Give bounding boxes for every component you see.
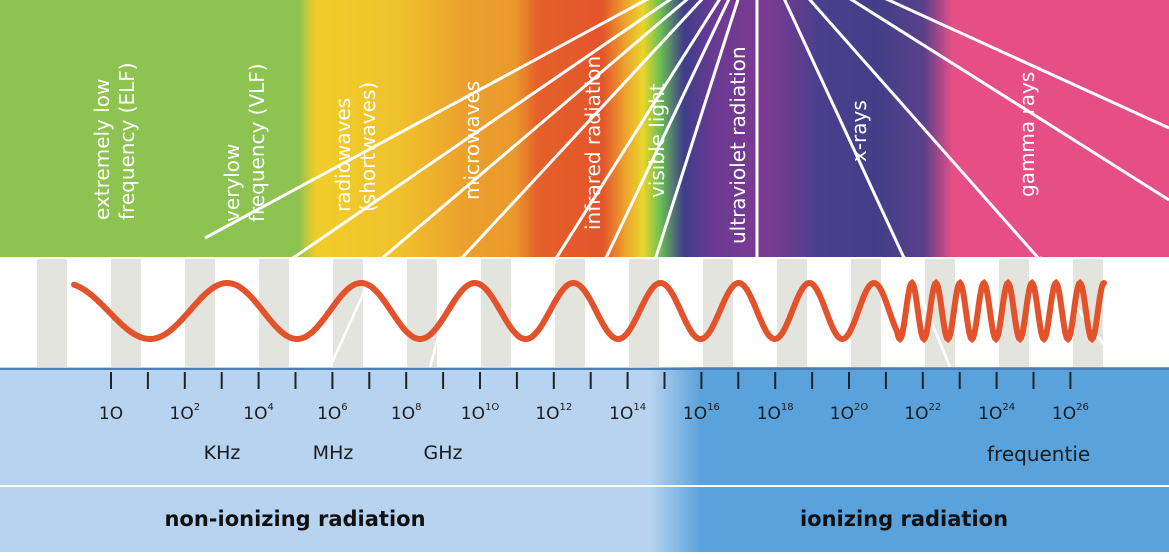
- ray-line-10: [808, 0, 1042, 261]
- band-label-infrared: infrared radiation: [581, 55, 605, 230]
- unit-label-ghz: GHz: [423, 442, 463, 464]
- band-label-ultraviolet: ultraviolet radiation: [726, 46, 750, 244]
- tick-exponent: 8: [415, 402, 422, 413]
- tick-exponent: 4: [267, 402, 274, 413]
- ray-line-6: [603, 0, 731, 261]
- tick-label-1: 1O: [99, 404, 123, 424]
- unit-label-mhz: MHz: [312, 442, 354, 464]
- tick-label-11: 1O2O: [829, 402, 869, 424]
- non-ionizing-label: non-ionizing radiation: [164, 507, 426, 531]
- ray-line-4: [458, 0, 704, 262]
- tick-label-2: 1O2: [169, 402, 201, 424]
- tick-base: 1O: [460, 404, 485, 424]
- ray-fan: [204, 0, 1169, 262]
- tick-base: 1O: [535, 404, 560, 424]
- tick-label-5: 1O8: [390, 402, 422, 424]
- tick-base: 1O: [243, 404, 268, 424]
- axis-ticks: [110, 372, 1072, 389]
- tick-label-10: 1O18: [756, 402, 794, 424]
- tick-exponent: 2: [193, 402, 201, 413]
- tick-base: 1O: [317, 404, 342, 424]
- tick-label-8: 1O14: [609, 402, 647, 424]
- ray-line-12: [884, 0, 1169, 130]
- ray-line-7: [653, 0, 740, 261]
- tick-base: 1O: [98, 404, 124, 424]
- tick-base: 1O: [978, 404, 1003, 424]
- tick-label-7: 1O12: [535, 402, 573, 424]
- tick-exponent: 1O: [484, 402, 500, 413]
- wave-stripe-1: [37, 259, 67, 367]
- band-label-microwaves: microwaves: [460, 80, 484, 200]
- band-label-radiowaves: radiowaves (shortwaves): [331, 81, 380, 212]
- wave-stripe-7: [481, 259, 511, 367]
- footer-band: [0, 487, 1169, 552]
- band-label-x-rays: x-rays: [847, 100, 871, 162]
- tick-base: 1O: [829, 404, 854, 424]
- tick-base: 1O: [756, 404, 781, 424]
- wave-stripe-6: [407, 259, 437, 367]
- band-label-vlf: verylow frequency (VLF): [220, 63, 269, 222]
- panel-ray-1: [328, 256, 382, 368]
- band-label-visible-light: visible light: [645, 83, 669, 198]
- tick-exponent: 18: [780, 402, 794, 413]
- tick-label-3: 1O4: [243, 402, 274, 424]
- unit-label-khz: KHz: [203, 442, 241, 464]
- tick-base: 1O: [169, 404, 194, 424]
- wave-stripe-8: [555, 259, 585, 367]
- tick-label-6: 1O1O: [460, 402, 500, 424]
- tick-label-12: 1O22: [904, 402, 942, 424]
- ray-line-11: [849, 0, 1169, 202]
- tick-label-14: 1O26: [1051, 402, 1089, 424]
- tick-base: 1O: [390, 404, 416, 424]
- ray-line-3: [379, 0, 689, 262]
- tick-base: 1O: [609, 404, 634, 424]
- axis-band: [0, 367, 1169, 485]
- tick-exponent: 16: [707, 402, 720, 413]
- tick-exponent: 6: [341, 402, 348, 413]
- tick-exponent: 12: [559, 402, 573, 413]
- tick-exponent: 22: [928, 402, 942, 413]
- ray-line-5: [553, 0, 721, 261]
- panel-ray-6: [1038, 256, 1122, 368]
- tick-label-4: 1O6: [317, 402, 348, 424]
- band-label-gamma-rays: gamma rays: [1015, 71, 1039, 197]
- tick-base: 1O: [682, 404, 708, 424]
- frequency-axis-title: frequentie: [987, 442, 1091, 466]
- ionizing-label: ionizing radiation: [799, 507, 1009, 531]
- tick-exponent: 24: [1002, 402, 1016, 413]
- band-label-elf: extremely low frequency (ELF): [90, 62, 139, 220]
- tick-base: 1O: [1051, 404, 1077, 424]
- tick-label-9: 1O16: [682, 402, 720, 424]
- ray-line-1: [204, 0, 650, 240]
- frequency-wave: [71, 278, 1107, 344]
- tick-exponent: 14: [633, 402, 647, 413]
- wave-stripe-9: [629, 259, 659, 367]
- wave-stripe-2: [111, 259, 141, 367]
- tick-label-13: 1O24: [978, 402, 1016, 424]
- tick-exponent: 26: [1076, 402, 1089, 413]
- tick-exponent: 2O: [853, 402, 869, 413]
- ray-line-2: [289, 0, 673, 262]
- tick-base: 1O: [904, 404, 929, 424]
- ray-line-9: [783, 0, 907, 261]
